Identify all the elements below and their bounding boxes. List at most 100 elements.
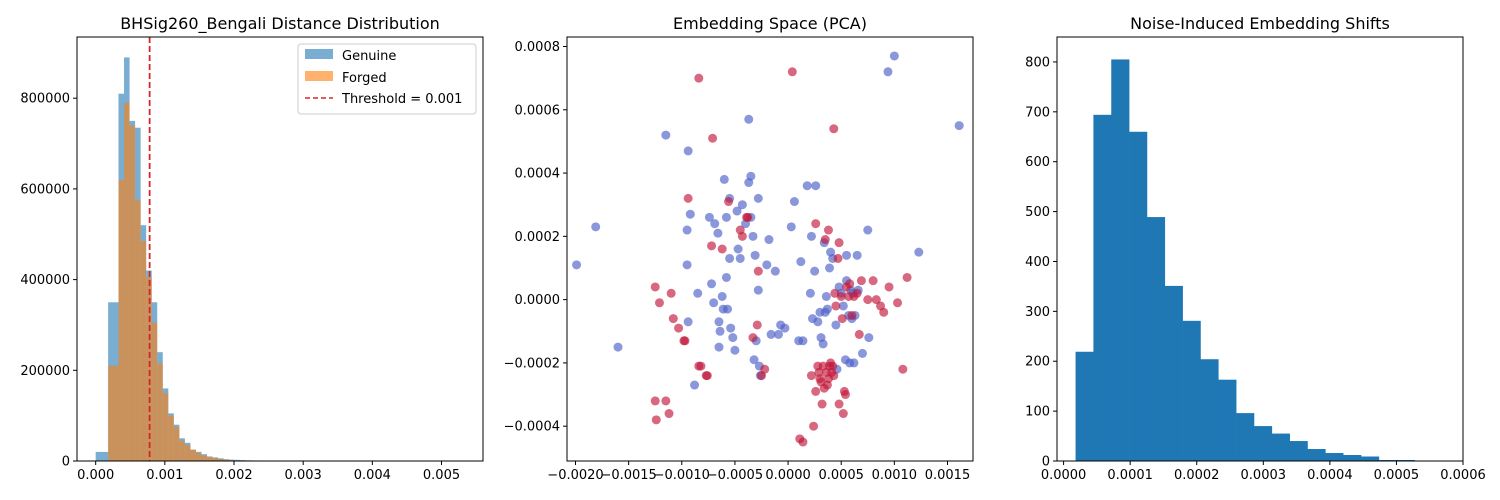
x-tick-label: 0.0001 [1107,468,1153,483]
forged-bar [201,455,208,461]
red-point [743,212,753,222]
red-point [694,73,704,83]
legend-label-threshold: Threshold = 0.001 [341,92,462,107]
distance-histogram-y-ticks: 0 200000 400000 600000 800000 [20,92,77,470]
shift-bar [1361,456,1380,461]
forged-bar [157,363,163,461]
red-point [845,279,855,289]
blue-point [849,358,859,368]
noise-shift-bars [1075,59,1415,462]
embedding-scatter-points [572,51,964,447]
red-point [829,371,839,381]
red-point [748,333,758,343]
blue-point [750,250,760,260]
blue-point [780,323,790,333]
red-point [898,364,908,374]
blue-point [719,174,729,184]
x-tick-label: 0.0015 [925,468,971,483]
red-point [702,371,712,381]
y-tick-label: 0.0002 [515,230,561,245]
legend-swatch-forged [305,71,333,81]
x-tick-label: −0.0005 [707,468,763,483]
blue-point [766,329,776,339]
red-point [823,225,833,235]
blue-point [717,291,727,301]
red-point [817,399,827,409]
forged-bar [218,458,224,461]
blue-point [798,336,808,346]
forged-bar [162,392,169,461]
x-tick-label: 0.004 [354,468,391,483]
blue-point [730,345,740,355]
red-point [836,291,846,301]
red-point [871,295,881,305]
forged-bar [190,449,196,461]
blue-point [710,219,720,229]
red-point [717,244,727,254]
x-tick-label: 0.0002 [1174,468,1220,483]
red-point [811,219,821,229]
blue-point [725,253,735,263]
y-tick-label: 400 [1025,255,1050,270]
shift-bar [1075,351,1094,461]
x-tick-label: 0.005 [423,468,460,483]
red-point [696,361,706,371]
blue-point [704,212,714,222]
x-tick-label: 0.0005 [1374,468,1420,483]
blue-point [852,250,862,260]
blue-point [690,380,700,390]
shift-bar [1164,285,1183,461]
red-point [707,241,717,251]
distance-histogram-frame [76,36,484,462]
y-tick-label: 0.0006 [515,103,561,118]
red-point [674,323,684,333]
y-tick-label: 800000 [20,92,70,107]
embedding-scatter-x-ticks: −0.0020−0.0015−0.0010−0.0005 0.0000 0.0005… [547,461,970,483]
legend-label-genuine: Genuine [342,49,396,64]
y-tick-label: 800 [1025,55,1050,70]
red-point [654,298,664,308]
blue-point [733,244,743,254]
shift-bar [1200,359,1219,461]
blue-point [737,200,747,210]
y-tick-label: −0.0004 [504,420,560,435]
x-tick-label: 0.0003 [1241,468,1287,483]
blue-point [721,212,731,222]
forged-bar [179,440,185,461]
blue-point [685,209,695,219]
blue-point [796,257,806,267]
forged-bar [124,102,130,461]
blue-point [591,222,601,232]
red-point [863,295,873,305]
red-point [834,399,844,409]
y-tick-label: 300 [1025,305,1050,320]
blue-point [864,333,874,343]
shift-bar [1307,449,1326,461]
shift-bar [1271,433,1290,461]
x-tick-label: 0.003 [285,468,322,483]
blue-point [889,51,899,61]
blue-point [683,146,693,156]
x-tick-label: 0.0004 [1307,468,1353,483]
red-point [753,266,763,276]
y-tick-label: 200000 [20,364,70,379]
red-point [737,231,747,241]
distance-histogram-x-ticks: 0.000 0.001 0.002 0.003 0.004 0.005 [77,461,460,483]
red-point [664,409,674,419]
blue-point [863,225,873,235]
red-point [829,124,839,134]
legend-swatch-genuine [305,49,333,59]
blue-point [693,288,703,298]
distance-histogram-title: BHSig260_Bengali Distance Distribution [120,14,440,34]
red-point [760,364,770,374]
red-point [724,197,734,207]
y-tick-label: 400000 [20,273,70,288]
red-point [847,310,857,320]
shift-bar [1093,114,1112,461]
blue-point [749,355,759,365]
red-point [884,282,894,292]
noise-shift-panel: Noise-Induced Embedding Shifts 0.0000 0.0… [1025,14,1486,483]
x-tick-label: 0.0006 [1440,468,1486,483]
red-point [820,235,830,245]
